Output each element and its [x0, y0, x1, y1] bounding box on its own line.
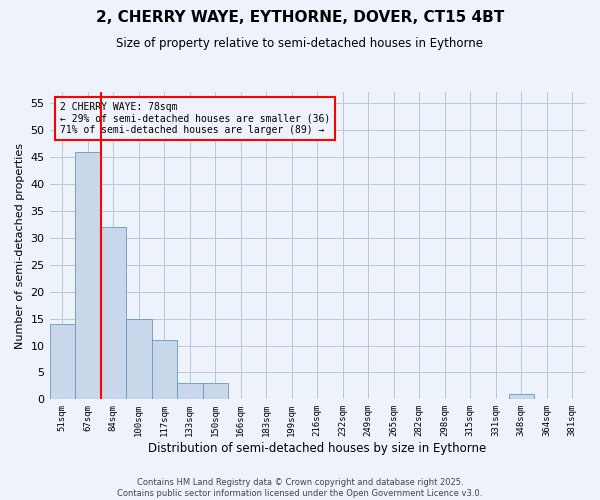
- Bar: [101, 227, 126, 400]
- Bar: [75, 152, 101, 400]
- Bar: [126, 318, 152, 400]
- Bar: [203, 383, 228, 400]
- Text: Size of property relative to semi-detached houses in Eythorne: Size of property relative to semi-detach…: [116, 38, 484, 51]
- Text: Contains HM Land Registry data © Crown copyright and database right 2025.
Contai: Contains HM Land Registry data © Crown c…: [118, 478, 482, 498]
- X-axis label: Distribution of semi-detached houses by size in Eythorne: Distribution of semi-detached houses by …: [148, 442, 487, 455]
- Bar: [50, 324, 75, 400]
- Text: 2 CHERRY WAYE: 78sqm
← 29% of semi-detached houses are smaller (36)
71% of semi-: 2 CHERRY WAYE: 78sqm ← 29% of semi-detac…: [60, 102, 331, 135]
- Y-axis label: Number of semi-detached properties: Number of semi-detached properties: [15, 143, 25, 349]
- Bar: [177, 383, 203, 400]
- Bar: [509, 394, 534, 400]
- Bar: [152, 340, 177, 400]
- Text: 2, CHERRY WAYE, EYTHORNE, DOVER, CT15 4BT: 2, CHERRY WAYE, EYTHORNE, DOVER, CT15 4B…: [96, 10, 504, 25]
